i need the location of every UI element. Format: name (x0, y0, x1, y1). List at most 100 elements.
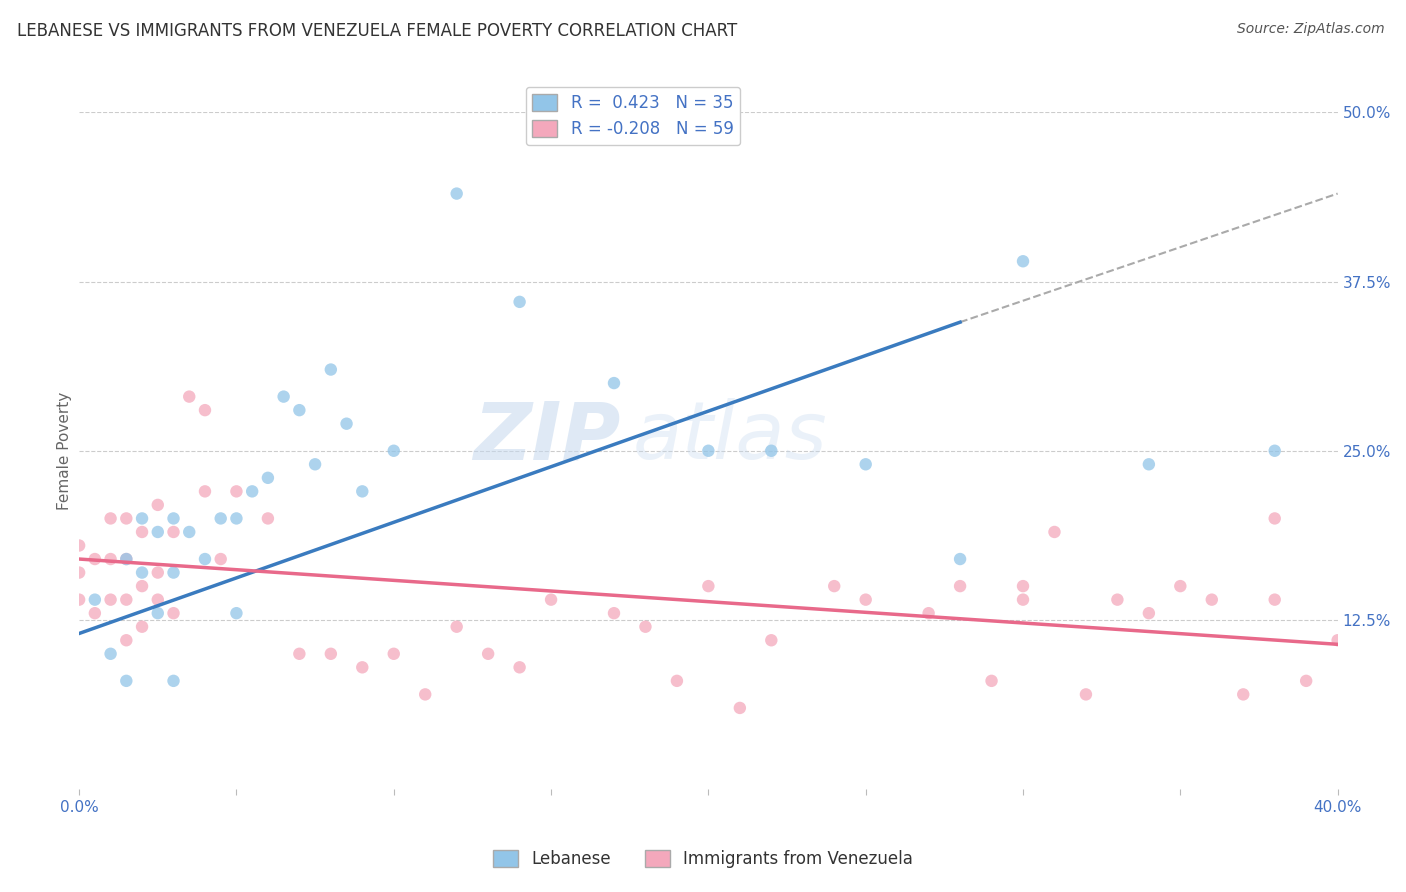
Point (131, 620, 153, 634)
Point (225, 606, 247, 620)
Point (1168, 579, 1191, 593)
Point (540, 592, 562, 607)
Point (67, 539, 90, 553)
Point (949, 552, 972, 566)
Point (697, 443, 720, 458)
Point (761, 443, 783, 458)
Point (162, 511, 184, 525)
Point (1107, 592, 1129, 607)
Point (115, 511, 138, 525)
Point (257, 471, 280, 485)
Point (131, 524, 153, 539)
Point (67, 592, 90, 607)
Point (100, 511, 122, 525)
Point (162, 524, 184, 539)
Point (1232, 687, 1254, 701)
Point (225, 484, 247, 499)
Point (855, 592, 877, 607)
Point (115, 552, 138, 566)
Point (855, 458, 877, 472)
Point (83, 552, 105, 566)
Point (665, 673, 688, 688)
Point (382, 443, 405, 458)
Point (131, 579, 153, 593)
Point (1264, 443, 1286, 458)
Legend: R =  0.423   N = 35, R = -0.208   N = 59: R = 0.423 N = 35, R = -0.208 N = 59 (526, 87, 740, 145)
Point (209, 511, 232, 525)
Point (194, 484, 217, 499)
Point (83, 606, 105, 620)
Point (352, 660, 374, 674)
Point (1074, 687, 1097, 701)
Point (179, 524, 201, 539)
Point (1012, 254, 1035, 268)
Point (1295, 673, 1317, 688)
Point (1201, 592, 1223, 607)
Point (728, 701, 751, 715)
Point (179, 390, 201, 404)
Point (634, 620, 657, 634)
Point (823, 579, 845, 593)
Point (319, 647, 342, 661)
Point (115, 633, 138, 648)
Point (446, 186, 468, 201)
Point (162, 606, 184, 620)
Point (146, 592, 169, 607)
Point (146, 524, 169, 539)
Point (1012, 579, 1035, 593)
Point (352, 484, 374, 499)
Point (146, 566, 169, 580)
Point (100, 552, 122, 566)
Point (67, 566, 90, 580)
Point (115, 673, 138, 688)
Point (1264, 592, 1286, 607)
Point (131, 511, 153, 525)
Point (509, 294, 531, 309)
Point (477, 647, 499, 661)
Text: LEBANESE VS IMMIGRANTS FROM VENEZUELA FEMALE POVERTY CORRELATION CHART: LEBANESE VS IMMIGRANTS FROM VENEZUELA FE… (17, 22, 737, 40)
Point (146, 498, 169, 512)
Point (335, 417, 357, 431)
Point (382, 647, 405, 661)
Point (162, 673, 184, 688)
Point (240, 484, 263, 499)
Y-axis label: Female Poverty: Female Poverty (58, 392, 72, 510)
Point (761, 633, 783, 648)
Point (194, 403, 217, 417)
Point (949, 579, 972, 593)
Point (697, 579, 720, 593)
Point (146, 606, 169, 620)
Text: Source: ZipAtlas.com: Source: ZipAtlas.com (1237, 22, 1385, 37)
Point (319, 362, 342, 376)
Legend: Lebanese, Immigrants from Venezuela: Lebanese, Immigrants from Venezuela (486, 843, 920, 875)
Point (304, 458, 326, 472)
Point (1264, 511, 1286, 525)
Point (257, 511, 280, 525)
Point (162, 566, 184, 580)
Point (273, 390, 295, 404)
Point (603, 376, 626, 390)
Text: atlas: atlas (633, 398, 828, 476)
Point (509, 660, 531, 674)
Point (413, 687, 436, 701)
Point (131, 566, 153, 580)
Point (115, 552, 138, 566)
Point (1012, 592, 1035, 607)
Text: ZIP: ZIP (472, 398, 620, 476)
Point (1043, 524, 1066, 539)
Point (1326, 633, 1348, 648)
Point (83, 592, 105, 607)
Point (100, 592, 122, 607)
Point (288, 403, 311, 417)
Point (1137, 458, 1160, 472)
Point (980, 673, 1002, 688)
Point (209, 552, 232, 566)
Point (115, 592, 138, 607)
Point (1137, 606, 1160, 620)
Point (100, 647, 122, 661)
Point (288, 647, 311, 661)
Point (603, 606, 626, 620)
Point (194, 552, 217, 566)
Point (225, 511, 247, 525)
Point (446, 620, 468, 634)
